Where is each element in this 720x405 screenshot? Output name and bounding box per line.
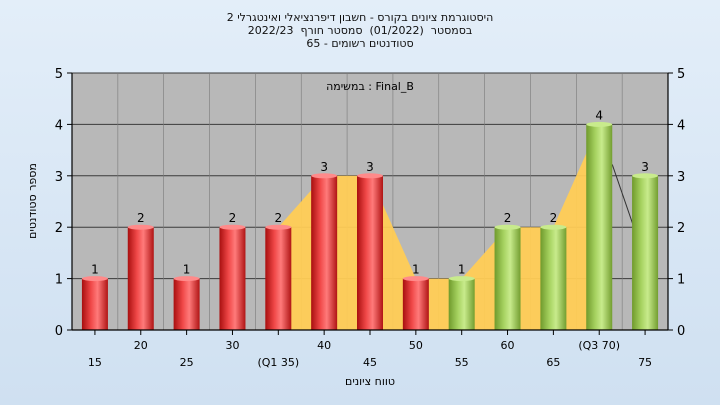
- bar-top: [173, 276, 200, 282]
- data-label: 3: [320, 160, 328, 174]
- bar: [632, 175, 659, 330]
- bar-top: [402, 276, 429, 282]
- x-tick-label: 45: [363, 356, 377, 369]
- chart-title-line-1: היסטוגרמת ציונים בקורס - חשבון דיפרנציאל…: [226, 11, 494, 24]
- x-tick-label: 20: [134, 339, 148, 352]
- y-tick-label-right: 4: [677, 118, 685, 133]
- data-label: 1: [458, 263, 466, 277]
- bar: [494, 227, 521, 330]
- data-label: 4: [595, 108, 603, 122]
- bar-top: [311, 173, 338, 179]
- bar-top: [219, 224, 246, 230]
- y-tick-label-left: 4: [55, 118, 63, 133]
- data-label: 3: [366, 160, 374, 174]
- bar-top: [127, 224, 154, 230]
- y-tick-label-left: 3: [55, 170, 63, 185]
- data-labels-layer: 1 2 1 2 2 3 3 1 1 2 2 4 3: [91, 108, 649, 276]
- bar: [265, 227, 292, 330]
- x-tick-label: 15: [88, 356, 102, 369]
- data-label: 2: [137, 211, 145, 225]
- bar: [586, 124, 613, 331]
- y-tick-label-right: 5: [677, 67, 685, 82]
- y-tick-label-right: 3: [677, 170, 685, 185]
- y-tick-label-left: 5: [55, 67, 63, 82]
- x-tick-label: 40: [317, 339, 331, 352]
- y-tick-label-right: 0: [677, 324, 685, 339]
- x-tick-label: 75: [638, 356, 652, 369]
- bar: [357, 175, 383, 330]
- chart-title-line-2: בסמסטר (01/2022) סמסטר חורף 2022/23: [247, 24, 473, 37]
- bar-top: [448, 276, 475, 282]
- data-label: 2: [550, 211, 558, 225]
- data-label: 2: [504, 211, 512, 225]
- bar: [540, 227, 567, 330]
- y-tick-label-left: 0: [55, 324, 63, 339]
- bar-top: [81, 276, 108, 282]
- y-tick-label-left: 2: [55, 221, 63, 236]
- bar: [402, 278, 429, 330]
- data-label: 2: [274, 211, 282, 225]
- y-tick-label-left: 1: [55, 273, 63, 288]
- x-tick-label: 50: [409, 339, 423, 352]
- data-label: 2: [229, 211, 237, 225]
- data-label: 1: [183, 263, 191, 277]
- bar-top: [632, 173, 659, 179]
- bar: [81, 278, 108, 330]
- x-tick-label: (Q1 35): [257, 356, 299, 369]
- y-tick-label-right: 1: [677, 273, 685, 288]
- x-tick-label: (Q3 70): [578, 339, 620, 352]
- bar-top: [357, 173, 383, 179]
- x-tick-label: 55: [455, 356, 469, 369]
- bar: [173, 278, 200, 330]
- x-tick-label: 30: [225, 339, 239, 352]
- data-label: 3: [641, 160, 649, 174]
- y-axis-title: מספר סטודנטים: [26, 163, 39, 239]
- bar-top: [586, 121, 613, 127]
- x-tick-label: 60: [501, 339, 515, 352]
- bar-top: [540, 224, 567, 230]
- bar-top: [494, 224, 521, 230]
- data-label: 1: [412, 263, 420, 277]
- bar: [311, 175, 338, 330]
- y-tick-label-right: 2: [677, 221, 685, 236]
- legend-label: Final_B : במשימה: [326, 80, 414, 93]
- x-tick-label: 65: [546, 356, 560, 369]
- bar: [448, 278, 475, 330]
- x-axis-title: טווח ציונים: [345, 375, 395, 388]
- bar: [219, 227, 246, 330]
- chart-title-line-3: סטודנטים רשומים - 65: [306, 37, 414, 50]
- data-label: 1: [91, 263, 99, 277]
- bar-top: [265, 224, 292, 230]
- x-tick-label: 25: [180, 356, 194, 369]
- bars-layer: [81, 121, 659, 331]
- bar: [127, 227, 154, 330]
